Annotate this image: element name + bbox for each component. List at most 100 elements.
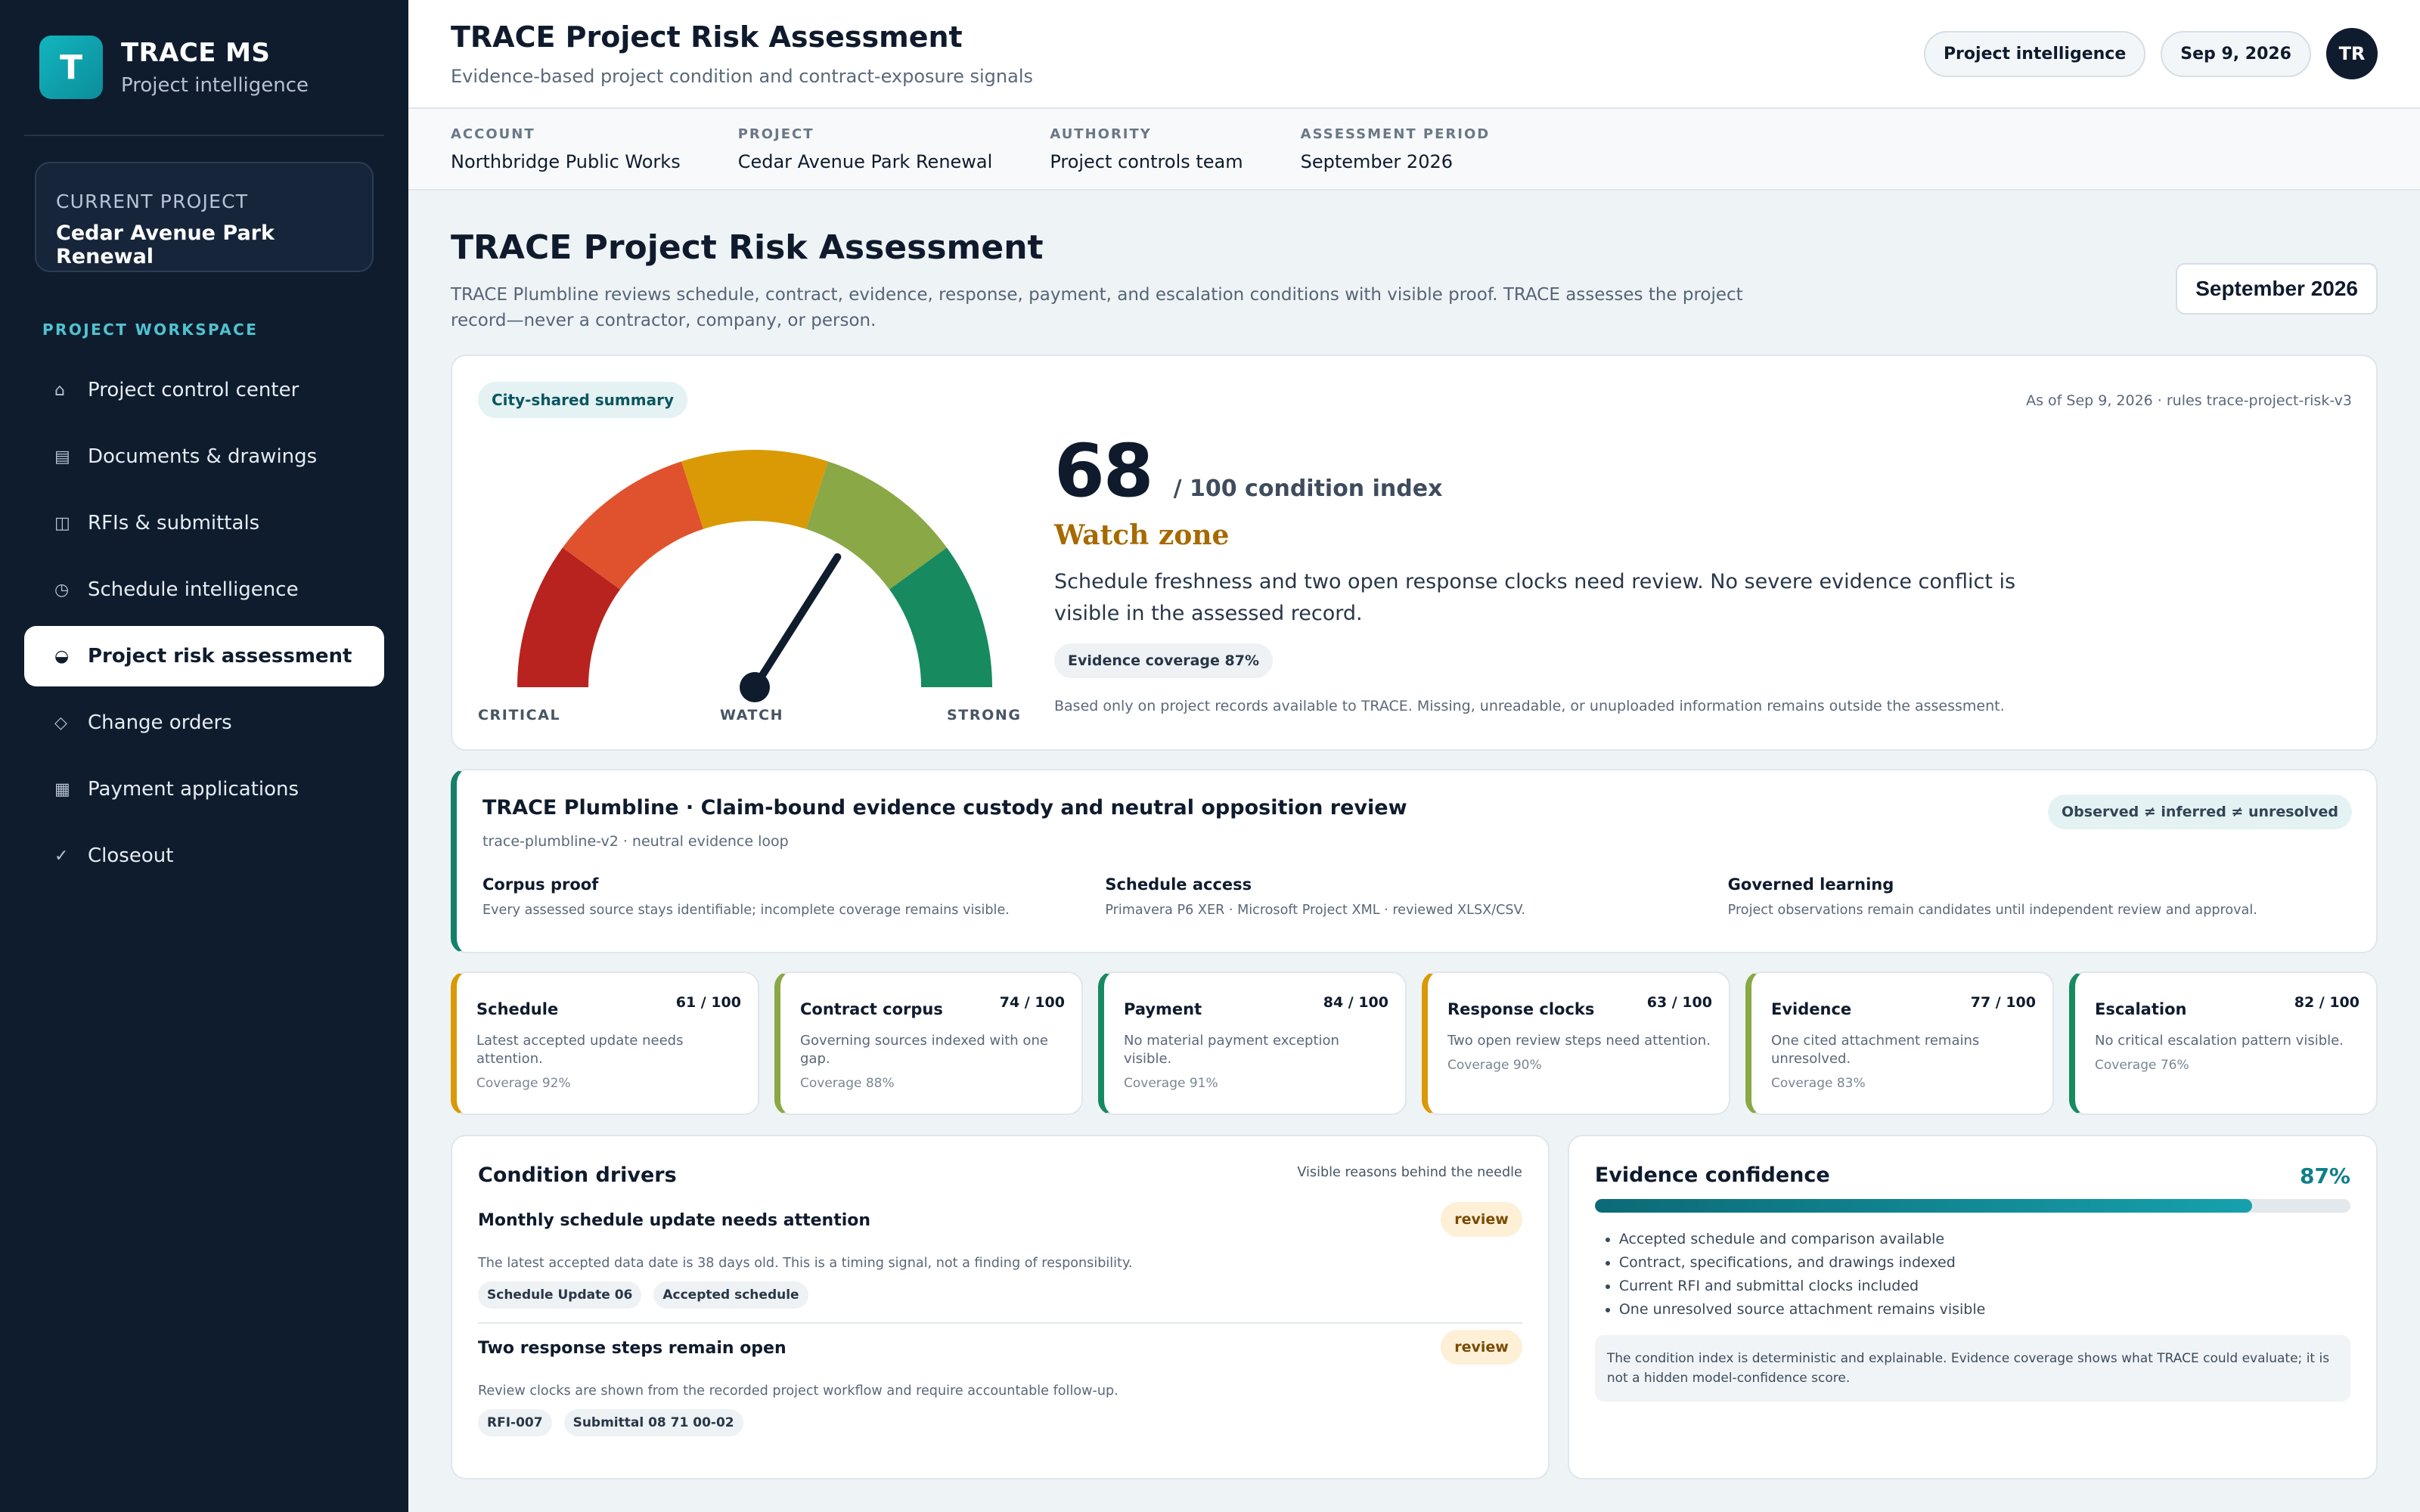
condition-score-suffix: / 100 condition index bbox=[1173, 476, 1443, 502]
plumbline-column-heading: Corpus proof bbox=[482, 875, 599, 894]
page-description: TRACE Plumbline reviews schedule, contra… bbox=[451, 285, 1743, 330]
sidebar-item-label: Closeout bbox=[88, 844, 174, 867]
metric-card-schedule[interactable]: Schedule 61 / 100 Latest accepted update… bbox=[451, 971, 759, 1115]
sidebar-item-label: RFIs & submittals bbox=[88, 512, 260, 534]
list-item: Current RFI and submittal clocks include… bbox=[1619, 1275, 2350, 1298]
metric-card-contract-corpus[interactable]: Contract corpus 74 / 100 Governing sourc… bbox=[774, 971, 1083, 1115]
plumbline-column-heading: Governed learning bbox=[1727, 875, 1894, 894]
avatar[interactable]: TR bbox=[2326, 28, 2378, 79]
metric-description: No critical escalation pattern visible. bbox=[2095, 1033, 2344, 1049]
metric-name: Escalation bbox=[2095, 1000, 2187, 1018]
metric-card-payment[interactable]: Payment 84 / 100 No material payment exc… bbox=[1098, 971, 1407, 1115]
sidebar-item-risk-assessment[interactable]: ◒ Project risk assessment bbox=[24, 626, 384, 686]
current-project-name: Cedar Avenue Park Renewal bbox=[56, 222, 275, 268]
driver-description: Review clocks are shown from the recorde… bbox=[478, 1383, 1118, 1399]
meta-label: PROJECT bbox=[737, 125, 814, 142]
current-project-card[interactable]: CURRENT PROJECT Cedar Avenue Park Renewa… bbox=[35, 162, 374, 272]
brand-name: TRACE MS bbox=[121, 38, 271, 68]
driver-item[interactable]: Monthly schedule update needs attention … bbox=[478, 1202, 1522, 1309]
sidebar-nav: ⌂ Project control center ▤ Documents & dra… bbox=[24, 360, 384, 886]
diamond-icon: ◇ bbox=[54, 713, 67, 733]
condition-summary-card: City-shared summary As of Sep 9, 2026 · … bbox=[451, 355, 2378, 751]
gauge-hub bbox=[740, 672, 770, 702]
evidence-confidence-card: Evidence confidence 87% Accepted schedul… bbox=[1567, 1135, 2378, 1479]
gauge-icon: ◒ bbox=[54, 646, 70, 666]
plumbline-subtitle: trace-plumbline-v2 · neutral evidence lo… bbox=[482, 833, 789, 850]
condition-score: 68 bbox=[1054, 429, 1154, 513]
metric-card-evidence[interactable]: Evidence 77 / 100 One cited attachment r… bbox=[1745, 971, 2054, 1115]
metric-card-response-clocks[interactable]: Response clocks 63 / 100 Two open review… bbox=[1422, 971, 1730, 1115]
metric-score: 77 / 100 bbox=[1970, 994, 2036, 1011]
evidence-chip[interactable]: Accepted schedule bbox=[653, 1281, 808, 1309]
documents-icon: ▤ bbox=[54, 447, 70, 466]
topbar-title: TRACE Project Risk Assessment bbox=[451, 20, 963, 54]
evidence-confidence-title: Evidence confidence bbox=[1594, 1163, 1830, 1187]
meta-label: ACCOUNT bbox=[451, 125, 535, 142]
metric-coverage: Coverage 90% bbox=[1447, 1058, 1542, 1073]
gauge-segment bbox=[805, 461, 948, 590]
current-project-label: CURRENT PROJECT bbox=[56, 191, 249, 212]
sidebar: T TRACE MS Project intelligence CURRENT … bbox=[0, 0, 408, 1512]
meta-value: Northbridge Public Works bbox=[451, 150, 681, 172]
evidence-confidence-note: The condition index is deterministic and… bbox=[1594, 1335, 2350, 1402]
sidebar-item-closeout[interactable]: ✓ Closeout bbox=[24, 826, 384, 886]
sidebar-item-change-orders[interactable]: ◇ Change orders bbox=[24, 692, 384, 753]
evidence-confidence-bar-fill bbox=[1594, 1199, 2253, 1213]
sidebar-item-label: Payment applications bbox=[88, 778, 299, 801]
plumbline-column-text: Every assessed source stays identifiable… bbox=[482, 903, 1010, 918]
metric-name: Schedule bbox=[476, 1000, 559, 1018]
condition-drivers-card: Condition drivers Visible reasons behind… bbox=[451, 1135, 1550, 1479]
sidebar-item-documents[interactable]: ▤ Documents & drawings bbox=[24, 426, 384, 487]
metric-coverage: Coverage 76% bbox=[2095, 1058, 2189, 1073]
sidebar-item-schedule[interactable]: ◷ Schedule intelligence bbox=[24, 559, 384, 620]
sidebar-item-label: Change orders bbox=[88, 711, 232, 734]
evidence-confidence-bar bbox=[1594, 1199, 2350, 1213]
meta-account: ACCOUNT Northbridge Public Works bbox=[451, 126, 681, 172]
period-selector[interactable]: September 2026 bbox=[2176, 263, 2378, 314]
evidence-chip[interactable]: Schedule Update 06 bbox=[478, 1281, 642, 1309]
plumbline-column-heading: Schedule access bbox=[1105, 875, 1252, 894]
as-of-text: As of Sep 9, 2026 · rules trace-project-… bbox=[2026, 392, 2352, 409]
topbar: TRACE Project Risk Assessment Evidence-b… bbox=[408, 0, 2420, 109]
metric-description: Latest accepted update needs attention. bbox=[476, 1033, 684, 1067]
sidebar-item-label: Project risk assessment bbox=[88, 645, 352, 668]
sidebar-item-rfis[interactable]: ◫ RFIs & submittals bbox=[24, 493, 384, 553]
evidence-chip[interactable]: Submittal 08 71 00-02 bbox=[563, 1409, 743, 1436]
plumbline-badge: Observed ≠ inferred ≠ unresolved bbox=[2048, 795, 2352, 829]
brand[interactable]: T TRACE MS Project intelligence bbox=[24, 0, 384, 136]
driver-item[interactable]: Two response steps remain open review Re… bbox=[478, 1322, 1522, 1436]
home-icon: ⌂ bbox=[54, 380, 65, 400]
condition-drivers-title: Condition drivers bbox=[478, 1163, 677, 1187]
project-intelligence-pill[interactable]: Project intelligence bbox=[1923, 30, 2146, 77]
metric-coverage: Coverage 92% bbox=[476, 1076, 571, 1091]
driver-description: The latest accepted data date is 38 days… bbox=[478, 1256, 1133, 1271]
sidebar-item-label: Schedule intelligence bbox=[88, 578, 299, 601]
driver-title: Two response steps remain open bbox=[478, 1339, 786, 1358]
metric-card-escalation[interactable]: Escalation 82 / 100 No critical escalati… bbox=[2069, 971, 2378, 1115]
meta-authority: AUTHORITY Project controls team bbox=[1050, 126, 1243, 172]
review-badge: review bbox=[1441, 1330, 1522, 1365]
evidence-confidence-list: Accepted schedule and comparison availab… bbox=[1595, 1228, 2350, 1321]
page-title: TRACE Project Risk Assessment bbox=[451, 228, 1044, 267]
list-item: One unresolved source attachment remains… bbox=[1619, 1298, 2350, 1321]
metric-description: No material payment exception visible. bbox=[1124, 1033, 1339, 1067]
gauge-label-strong: STRONG bbox=[947, 707, 1022, 723]
metric-name: Contract corpus bbox=[800, 1000, 943, 1018]
meta-label: AUTHORITY bbox=[1050, 125, 1152, 142]
sidebar-item-payment-applications[interactable]: ▦ Payment applications bbox=[24, 759, 384, 820]
assessment-note: Based only on project records available … bbox=[1054, 698, 2005, 714]
zone-label: Watch zone bbox=[1054, 519, 1230, 551]
check-icon: ✓ bbox=[54, 846, 69, 866]
date-pill[interactable]: Sep 9, 2026 bbox=[2161, 30, 2311, 77]
evidence-chip[interactable]: RFI-007 bbox=[478, 1409, 552, 1436]
sidebar-item-label: Documents & drawings bbox=[88, 445, 318, 468]
plumbline-card: TRACE Plumbline · Claim-bound evidence c… bbox=[451, 769, 2378, 953]
content: TRACE Project Risk Assessment TRACE Plum… bbox=[408, 191, 2420, 1479]
plumbline-column-text: Primavera P6 XER · Microsoft Project XML… bbox=[1105, 903, 1525, 918]
metric-name: Evidence bbox=[1771, 1000, 1852, 1018]
workspace-label: PROJECT WORKSPACE bbox=[42, 321, 259, 339]
main: TRACE Project Risk Assessment Evidence-b… bbox=[408, 0, 2420, 1512]
metric-score: 61 / 100 bbox=[675, 994, 741, 1011]
sidebar-item-project-control-center[interactable]: ⌂ Project control center bbox=[24, 360, 384, 420]
metric-score: 84 / 100 bbox=[1323, 994, 1388, 1011]
